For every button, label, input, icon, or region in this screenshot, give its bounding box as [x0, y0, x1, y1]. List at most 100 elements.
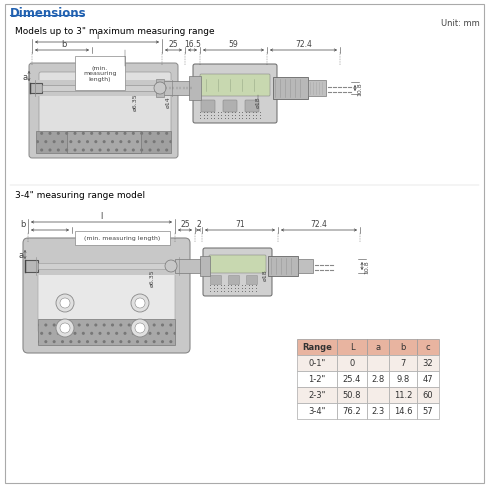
FancyBboxPatch shape — [200, 75, 269, 97]
Circle shape — [56, 319, 74, 337]
Bar — [175, 260, 206, 273]
Text: 10.8: 10.8 — [363, 260, 368, 273]
Text: 16.5: 16.5 — [183, 40, 201, 49]
Text: (min. measuring length): (min. measuring length) — [84, 236, 160, 241]
Bar — [366, 355, 388, 371]
Bar — [388, 339, 416, 355]
Text: 0: 0 — [348, 359, 354, 368]
Bar — [296, 339, 336, 355]
Bar — [388, 387, 416, 403]
Text: Models up to 3" maximum measuring range: Models up to 3" maximum measuring range — [15, 27, 214, 36]
Bar — [36, 258, 179, 275]
Text: 50.8: 50.8 — [342, 391, 361, 400]
Bar — [336, 355, 366, 371]
Text: b: b — [61, 40, 66, 49]
Text: 3-4": 3-4" — [307, 407, 325, 416]
FancyBboxPatch shape — [203, 248, 271, 296]
Bar — [366, 339, 388, 355]
Text: 10.8: 10.8 — [356, 82, 361, 96]
Bar — [416, 355, 438, 371]
Text: a: a — [19, 250, 24, 260]
Bar — [267, 257, 297, 276]
Text: 2: 2 — [196, 220, 201, 228]
FancyBboxPatch shape — [29, 64, 178, 159]
FancyBboxPatch shape — [39, 73, 171, 136]
Text: ø18: ø18 — [255, 96, 260, 107]
Text: 72.4: 72.4 — [294, 40, 311, 49]
FancyBboxPatch shape — [38, 260, 175, 334]
Text: 25: 25 — [168, 40, 178, 49]
Bar — [336, 339, 366, 355]
Text: 25: 25 — [180, 220, 189, 228]
Text: 0-1": 0-1" — [308, 359, 325, 368]
Text: ø14: ø14 — [165, 96, 170, 107]
Circle shape — [56, 294, 74, 312]
Bar — [336, 403, 366, 419]
FancyBboxPatch shape — [246, 276, 257, 285]
Text: 9.8: 9.8 — [396, 375, 409, 384]
Text: 14.6: 14.6 — [393, 407, 411, 416]
Bar — [416, 403, 438, 419]
Bar — [388, 403, 416, 419]
Bar — [366, 387, 388, 403]
Text: 2-3": 2-3" — [307, 391, 325, 400]
FancyBboxPatch shape — [210, 276, 221, 285]
Bar — [297, 260, 312, 273]
Bar — [75, 57, 125, 91]
Text: 60: 60 — [422, 391, 432, 400]
Text: l: l — [100, 212, 102, 221]
Bar — [36, 132, 171, 154]
Circle shape — [164, 261, 177, 272]
Text: ø6.35: ø6.35 — [149, 268, 154, 286]
Bar — [416, 387, 438, 403]
FancyBboxPatch shape — [201, 101, 215, 113]
Bar — [38, 319, 175, 346]
Text: b: b — [20, 220, 26, 228]
Text: a: a — [375, 343, 380, 352]
Text: Unit: mm: Unit: mm — [440, 19, 479, 28]
Bar — [35, 81, 172, 97]
Circle shape — [154, 83, 165, 95]
Bar — [67, 132, 141, 154]
Text: 76.2: 76.2 — [342, 407, 361, 416]
Text: 72.4: 72.4 — [310, 220, 327, 228]
Bar — [189, 77, 201, 101]
Text: (min.
measuring
length): (min. measuring length) — [83, 65, 117, 82]
Bar — [336, 371, 366, 387]
Circle shape — [60, 298, 70, 308]
Bar — [416, 339, 438, 355]
Circle shape — [131, 294, 149, 312]
FancyBboxPatch shape — [208, 256, 265, 273]
Circle shape — [135, 298, 145, 308]
Bar — [336, 387, 366, 403]
Text: a: a — [23, 73, 28, 82]
Text: c: c — [425, 343, 429, 352]
Bar — [30, 84, 42, 94]
Circle shape — [60, 324, 70, 333]
Bar — [200, 257, 209, 276]
Text: 32: 32 — [422, 359, 432, 368]
Bar — [272, 78, 307, 100]
Text: Dimensions: Dimensions — [10, 7, 86, 20]
Text: 1-2": 1-2" — [308, 375, 325, 384]
Bar — [307, 81, 325, 97]
Bar — [162, 82, 198, 96]
Text: 25.4: 25.4 — [342, 375, 361, 384]
Bar — [42, 86, 197, 92]
Bar — [388, 355, 416, 371]
Text: ø18: ø18 — [262, 268, 267, 280]
Bar — [38, 264, 203, 269]
Text: 2.3: 2.3 — [370, 407, 384, 416]
FancyBboxPatch shape — [223, 101, 237, 113]
Text: 47: 47 — [422, 375, 432, 384]
Text: 11.2: 11.2 — [393, 391, 411, 400]
Bar — [366, 371, 388, 387]
Circle shape — [135, 324, 145, 333]
Bar — [416, 371, 438, 387]
Bar — [296, 387, 336, 403]
Text: 7: 7 — [400, 359, 405, 368]
FancyBboxPatch shape — [193, 65, 276, 124]
Text: ø6.35: ø6.35 — [132, 93, 137, 110]
Text: 71: 71 — [235, 220, 244, 228]
Bar — [25, 261, 38, 272]
